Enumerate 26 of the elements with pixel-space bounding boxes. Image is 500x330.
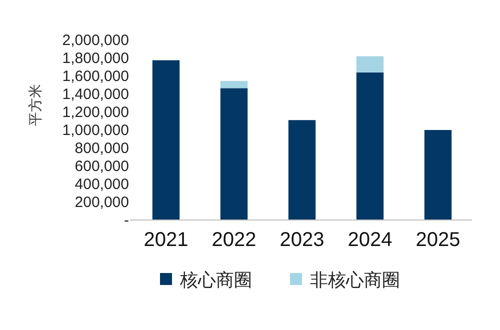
y-tick-label: 1,600,000 (62, 68, 129, 85)
y-tick-label: 600,000 (74, 158, 129, 175)
legend-label: 非核心商圈 (310, 270, 400, 290)
x-tick-label: 2021 (144, 229, 188, 251)
y-tick-label: 2,000,000 (62, 32, 129, 49)
x-tick-label: 2024 (348, 229, 392, 251)
bar (220, 88, 248, 220)
y-tick-label: 200,000 (74, 194, 129, 211)
y-tick-label: 1,400,000 (62, 86, 129, 103)
y-axis-title: 平方米 (27, 84, 43, 126)
bar (288, 120, 316, 220)
y-tick-label: 1,800,000 (62, 50, 129, 67)
legend-label: 核心商圈 (179, 270, 252, 290)
bar (220, 80, 248, 88)
bar (356, 56, 384, 72)
y-tick-label: 1,200,000 (62, 104, 129, 121)
x-tick-label: 2025 (416, 229, 460, 251)
bar (424, 130, 452, 220)
y-tick-label: 400,000 (74, 176, 129, 193)
y-tick-label: 800,000 (74, 140, 129, 157)
y-tick-label: 1,000,000 (62, 122, 129, 139)
y-tick-label: - (124, 212, 129, 229)
bar (152, 60, 180, 220)
x-tick-label: 2022 (212, 229, 256, 251)
x-tick-label: 2023 (280, 229, 324, 251)
bar (356, 72, 384, 220)
